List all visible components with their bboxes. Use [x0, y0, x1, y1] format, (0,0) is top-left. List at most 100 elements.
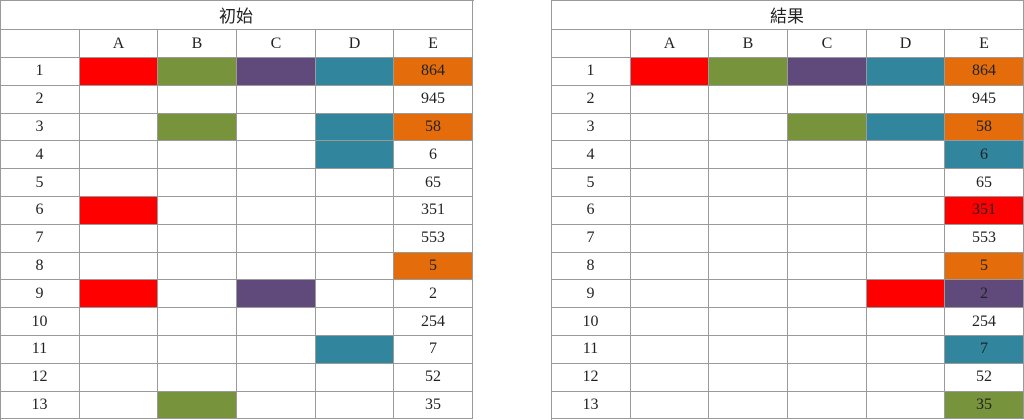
value-cell: 65: [394, 169, 473, 197]
colored-cell: [316, 141, 394, 170]
value-cell: 52: [945, 363, 1024, 392]
empty-cell: [237, 252, 316, 281]
empty-cell: [867, 252, 945, 281]
value-cell: 35: [394, 391, 473, 420]
colored-cell: [709, 58, 788, 86]
value-cell: 254: [945, 308, 1024, 336]
column-header: A: [631, 30, 709, 58]
value-cell: 945: [394, 85, 473, 114]
empty-cell: [709, 224, 788, 253]
empty-cell: [237, 224, 316, 253]
colored-cell: [316, 336, 394, 364]
empty-cell: [709, 391, 788, 420]
value-cell: 2: [394, 280, 473, 309]
empty-cell: [158, 141, 237, 170]
table-title: 初始: [0, 0, 473, 30]
row-header: 4: [551, 141, 631, 170]
table-title: 結果: [551, 0, 1024, 30]
empty-cell: [788, 308, 867, 336]
value-cell: 35: [945, 391, 1024, 420]
empty-cell: [631, 252, 709, 281]
row-header: 11: [0, 336, 80, 364]
column-header: E: [945, 30, 1024, 58]
empty-cell: [316, 224, 394, 253]
corner-cell: [0, 30, 80, 58]
value-cell: 6: [394, 141, 473, 170]
value-cell: 864: [394, 58, 473, 86]
colored-cell: [316, 113, 394, 142]
empty-cell: [237, 308, 316, 336]
column-header: C: [788, 30, 867, 58]
row-header: 7: [551, 224, 631, 253]
empty-cell: [788, 363, 867, 392]
empty-cell: [788, 224, 867, 253]
row-header: 9: [0, 280, 80, 309]
value-cell: 2: [945, 280, 1024, 309]
value-cell: 52: [394, 363, 473, 392]
row-header: 13: [0, 391, 80, 420]
empty-cell: [158, 85, 237, 114]
empty-cell: [867, 169, 945, 197]
empty-cell: [158, 280, 237, 309]
empty-cell: [631, 308, 709, 336]
empty-cell: [80, 252, 158, 281]
empty-cell: [80, 169, 158, 197]
column-header: E: [394, 30, 473, 58]
table-frame: [0, 0, 474, 420]
value-cell: 58: [945, 113, 1024, 142]
empty-cell: [631, 224, 709, 253]
empty-cell: [80, 113, 158, 142]
corner-cell: [551, 30, 631, 58]
empty-cell: [788, 336, 867, 364]
colored-cell: [867, 113, 945, 142]
value-cell: 65: [945, 169, 1024, 197]
empty-cell: [867, 224, 945, 253]
empty-cell: [158, 363, 237, 392]
empty-cell: [709, 113, 788, 142]
empty-cell: [709, 363, 788, 392]
empty-cell: [709, 280, 788, 309]
empty-cell: [316, 169, 394, 197]
empty-cell: [158, 169, 237, 197]
colored-cell: [80, 280, 158, 309]
value-cell: 6: [945, 141, 1024, 170]
empty-cell: [158, 308, 237, 336]
column-header: D: [316, 30, 394, 58]
empty-cell: [316, 197, 394, 225]
colored-cell: [867, 280, 945, 309]
empty-cell: [867, 363, 945, 392]
empty-cell: [158, 336, 237, 364]
colored-cell: [316, 58, 394, 86]
value-cell: 7: [945, 336, 1024, 364]
empty-cell: [316, 252, 394, 281]
empty-cell: [316, 308, 394, 336]
empty-cell: [631, 85, 709, 114]
empty-cell: [788, 252, 867, 281]
row-header: 10: [551, 308, 631, 336]
value-cell: 58: [394, 113, 473, 142]
column-header: C: [237, 30, 316, 58]
empty-cell: [709, 308, 788, 336]
colored-cell: [237, 58, 316, 86]
empty-cell: [631, 391, 709, 420]
colored-cell: [867, 58, 945, 86]
row-header: 11: [551, 336, 631, 364]
empty-cell: [631, 197, 709, 225]
row-header: 1: [0, 58, 80, 86]
empty-cell: [316, 363, 394, 392]
row-header: 8: [0, 252, 80, 281]
empty-cell: [709, 336, 788, 364]
colored-cell: [631, 58, 709, 86]
empty-cell: [237, 336, 316, 364]
row-header: 2: [0, 85, 80, 114]
value-cell: 351: [394, 197, 473, 225]
empty-cell: [237, 141, 316, 170]
value-cell: 5: [394, 252, 473, 281]
row-header: 6: [0, 197, 80, 225]
row-header: 5: [551, 169, 631, 197]
empty-cell: [709, 252, 788, 281]
empty-cell: [631, 280, 709, 309]
empty-cell: [867, 85, 945, 114]
empty-cell: [867, 336, 945, 364]
empty-cell: [80, 308, 158, 336]
